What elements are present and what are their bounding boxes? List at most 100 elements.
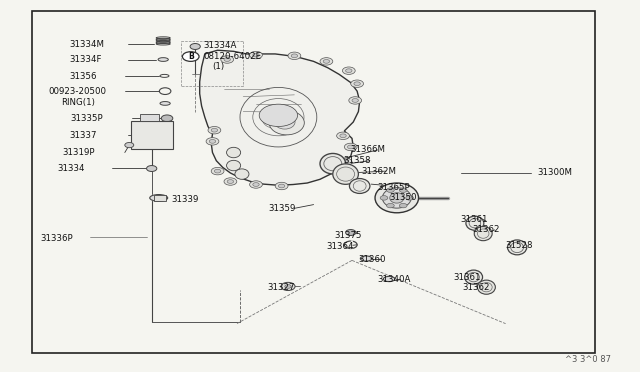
Text: 31364: 31364 xyxy=(326,242,354,251)
Text: 31361: 31361 xyxy=(461,215,488,224)
Circle shape xyxy=(337,132,349,140)
Circle shape xyxy=(208,126,221,134)
Text: 31362M: 31362M xyxy=(362,167,397,176)
Text: 31327: 31327 xyxy=(268,283,295,292)
Bar xyxy=(140,114,159,121)
Ellipse shape xyxy=(383,276,395,282)
Text: 31375: 31375 xyxy=(335,231,362,240)
Text: 31366M: 31366M xyxy=(351,145,386,154)
Circle shape xyxy=(342,160,349,164)
Text: B: B xyxy=(188,52,193,61)
Text: 31360: 31360 xyxy=(358,255,386,264)
Text: ^3 3^0 87: ^3 3^0 87 xyxy=(565,355,611,364)
Ellipse shape xyxy=(227,160,241,171)
Circle shape xyxy=(399,203,407,208)
Circle shape xyxy=(346,69,352,73)
Circle shape xyxy=(190,44,200,49)
Text: 31334: 31334 xyxy=(58,164,85,173)
Ellipse shape xyxy=(160,102,170,105)
Text: 31340A: 31340A xyxy=(378,275,411,284)
Bar xyxy=(32,11,595,353)
Text: 31359: 31359 xyxy=(269,204,296,213)
Ellipse shape xyxy=(390,193,404,203)
Ellipse shape xyxy=(333,164,358,185)
Text: 31356: 31356 xyxy=(69,72,97,81)
Circle shape xyxy=(250,51,262,59)
Text: 31365P: 31365P xyxy=(378,183,410,192)
Circle shape xyxy=(281,282,295,291)
Circle shape xyxy=(253,53,259,57)
Text: 31334M: 31334M xyxy=(69,40,104,49)
Circle shape xyxy=(387,203,394,208)
Circle shape xyxy=(227,180,234,183)
Ellipse shape xyxy=(508,240,527,255)
Text: 31350: 31350 xyxy=(389,193,417,202)
Circle shape xyxy=(250,181,262,188)
Ellipse shape xyxy=(235,169,249,179)
Text: 31362: 31362 xyxy=(463,283,490,292)
Circle shape xyxy=(339,158,352,166)
Text: 31334A: 31334A xyxy=(204,41,237,50)
Text: 31300M: 31300M xyxy=(538,169,573,177)
Ellipse shape xyxy=(477,280,495,294)
Bar xyxy=(131,121,173,149)
Circle shape xyxy=(161,115,173,122)
Ellipse shape xyxy=(158,58,168,61)
Ellipse shape xyxy=(269,111,305,135)
Ellipse shape xyxy=(375,183,419,213)
Bar xyxy=(154,195,166,201)
Circle shape xyxy=(221,56,234,63)
Text: RING(1): RING(1) xyxy=(61,98,95,107)
Ellipse shape xyxy=(349,179,370,193)
Circle shape xyxy=(399,188,407,192)
Circle shape xyxy=(348,145,354,149)
Text: 31528: 31528 xyxy=(506,241,533,250)
Circle shape xyxy=(342,67,355,74)
Circle shape xyxy=(147,166,157,171)
Circle shape xyxy=(182,52,199,61)
Circle shape xyxy=(125,142,134,148)
Text: 31361: 31361 xyxy=(453,273,481,282)
Circle shape xyxy=(224,58,230,61)
Text: 31358: 31358 xyxy=(344,156,371,165)
Text: 31339: 31339 xyxy=(172,195,199,203)
Ellipse shape xyxy=(466,216,484,230)
Text: 00923-20500: 00923-20500 xyxy=(48,87,106,96)
Circle shape xyxy=(285,285,291,288)
Ellipse shape xyxy=(474,227,492,241)
Text: (1): (1) xyxy=(212,62,225,71)
Circle shape xyxy=(253,183,259,186)
Circle shape xyxy=(320,58,333,65)
Text: 31335P: 31335P xyxy=(70,114,103,123)
Text: 08120-6402E: 08120-6402E xyxy=(204,52,262,61)
Circle shape xyxy=(406,196,413,200)
Ellipse shape xyxy=(465,270,483,284)
Text: 31336P: 31336P xyxy=(40,234,73,243)
Ellipse shape xyxy=(360,256,372,261)
Circle shape xyxy=(323,60,330,63)
Circle shape xyxy=(275,182,288,190)
Circle shape xyxy=(354,82,360,86)
Circle shape xyxy=(209,140,216,143)
PathPatch shape xyxy=(200,50,360,185)
Circle shape xyxy=(351,80,364,87)
Circle shape xyxy=(346,230,356,235)
Circle shape xyxy=(224,178,237,185)
Ellipse shape xyxy=(320,153,346,174)
Circle shape xyxy=(349,97,362,104)
Ellipse shape xyxy=(383,188,412,208)
Ellipse shape xyxy=(150,195,168,201)
Text: 31337: 31337 xyxy=(69,131,97,140)
Circle shape xyxy=(291,54,298,58)
Circle shape xyxy=(387,188,394,192)
Text: 31319P: 31319P xyxy=(63,148,95,157)
Circle shape xyxy=(211,128,218,132)
Circle shape xyxy=(340,134,346,138)
Ellipse shape xyxy=(227,147,241,158)
Circle shape xyxy=(344,143,357,151)
Ellipse shape xyxy=(275,115,295,129)
Circle shape xyxy=(214,169,221,173)
Circle shape xyxy=(211,167,224,175)
Circle shape xyxy=(288,52,301,60)
Circle shape xyxy=(259,104,298,126)
